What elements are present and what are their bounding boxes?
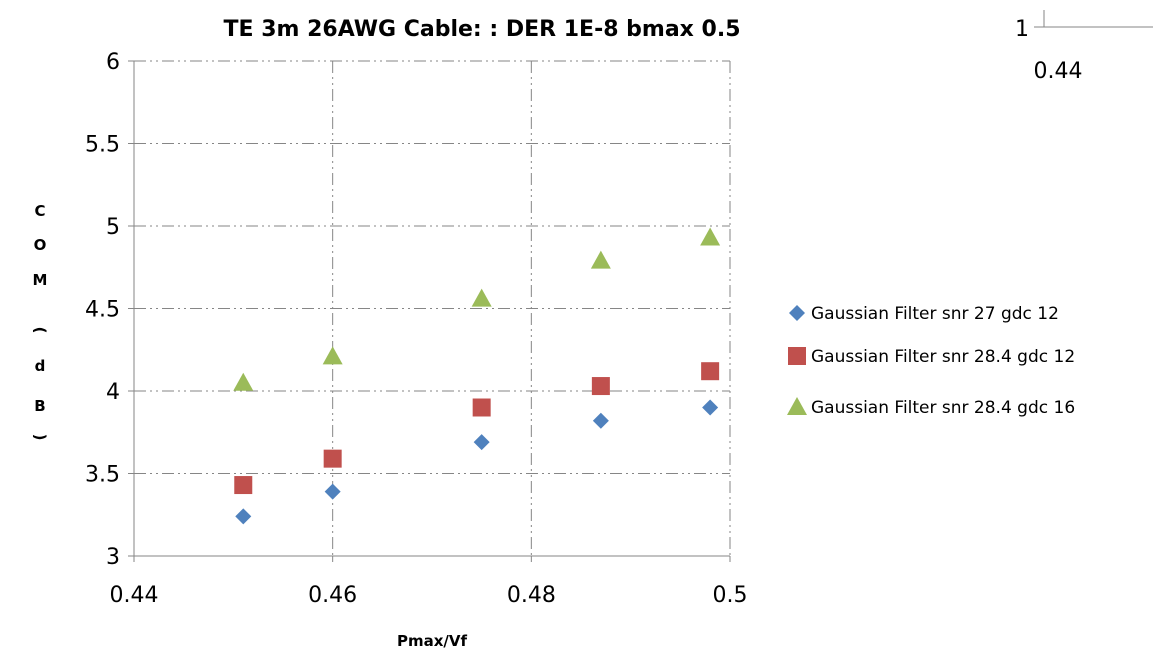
series-2-square-markers bbox=[234, 362, 720, 495]
y-axis-label-char: ) bbox=[31, 434, 49, 441]
y-axis-label: COM ( d B) bbox=[31, 202, 49, 440]
y-tick-label: 4 bbox=[106, 380, 120, 405]
x-tick-label: 0.5 bbox=[713, 583, 748, 608]
axes bbox=[128, 60, 731, 562]
series-3-point bbox=[322, 346, 343, 365]
chart-title: TE 3m 26AWG Cable: : DER 1E-8 bmax 0.5 bbox=[224, 17, 741, 42]
series-3-point bbox=[590, 250, 611, 269]
y-axis-label-char: B bbox=[34, 397, 45, 415]
series-1-point bbox=[235, 508, 252, 525]
plot-area: 3 3.5 4 4.5 5 5.5 6 0.44 0.46 0.48 0.5 bbox=[85, 50, 748, 608]
legend-item: Gaussian Filter snr 27 gdc 12 bbox=[789, 304, 1059, 324]
series-3-point bbox=[471, 288, 492, 307]
legend-label: Gaussian Filter snr 27 gdc 12 bbox=[811, 304, 1059, 324]
x-tick-label: 0.46 bbox=[308, 583, 357, 608]
x-tick-label: 0.44 bbox=[110, 583, 159, 608]
y-tick-label: 6 bbox=[106, 50, 120, 75]
markers bbox=[233, 227, 721, 525]
series-2-point bbox=[323, 449, 342, 468]
y-tick-label: 3 bbox=[106, 545, 120, 570]
legend-triangle-swatch bbox=[787, 397, 807, 415]
legend-item: Gaussian Filter snr 28.4 gdc 16 bbox=[787, 397, 1075, 418]
corner-label-2: 0.44 bbox=[1034, 59, 1083, 84]
series-1-point bbox=[324, 483, 341, 500]
legend: Gaussian Filter snr 27 gdc 12 Gaussian Fi… bbox=[787, 304, 1075, 418]
y-axis-label-char: ( bbox=[31, 327, 49, 334]
tick-labels: 3 3.5 4 4.5 5 5.5 6 0.44 0.46 0.48 0.5 bbox=[85, 50, 748, 608]
grid-lines bbox=[134, 60, 731, 556]
series-1-point bbox=[473, 434, 490, 451]
legend-label: Gaussian Filter snr 28.4 gdc 16 bbox=[811, 398, 1075, 418]
series-3-point bbox=[233, 372, 254, 391]
legend-square-swatch bbox=[788, 347, 806, 365]
series-1-point bbox=[702, 399, 719, 416]
series-2-point bbox=[701, 362, 720, 381]
series-3-triangle-markers bbox=[233, 227, 721, 391]
legend-label: Gaussian Filter snr 28.4 gdc 12 bbox=[811, 347, 1075, 367]
y-tick-label: 4.5 bbox=[85, 298, 120, 323]
y-tick-label: 3.5 bbox=[85, 463, 120, 488]
series-2-point bbox=[472, 398, 491, 417]
y-tick-label: 5 bbox=[106, 215, 120, 240]
y-axis-label-char: M bbox=[33, 271, 48, 289]
y-tick-label: 5.5 bbox=[85, 133, 120, 158]
y-axis-label-char: O bbox=[34, 236, 47, 254]
series-2-point bbox=[234, 476, 253, 495]
legend-diamond-swatch bbox=[789, 305, 805, 321]
series-3-point bbox=[700, 227, 721, 246]
series-1-point bbox=[592, 412, 609, 429]
x-axis-label: Pmax/Vf bbox=[397, 632, 468, 650]
y-axis-label-char: C bbox=[34, 202, 45, 220]
series-1-diamond-markers bbox=[235, 399, 719, 525]
corner-fragment: 1 0.44 bbox=[1015, 10, 1153, 84]
corner-label-1: 1 bbox=[1015, 17, 1029, 42]
legend-item: Gaussian Filter snr 28.4 gdc 12 bbox=[788, 347, 1075, 367]
series-2-point bbox=[591, 377, 610, 396]
y-axis-label-char: d bbox=[35, 357, 46, 375]
x-tick-label: 0.48 bbox=[507, 583, 556, 608]
